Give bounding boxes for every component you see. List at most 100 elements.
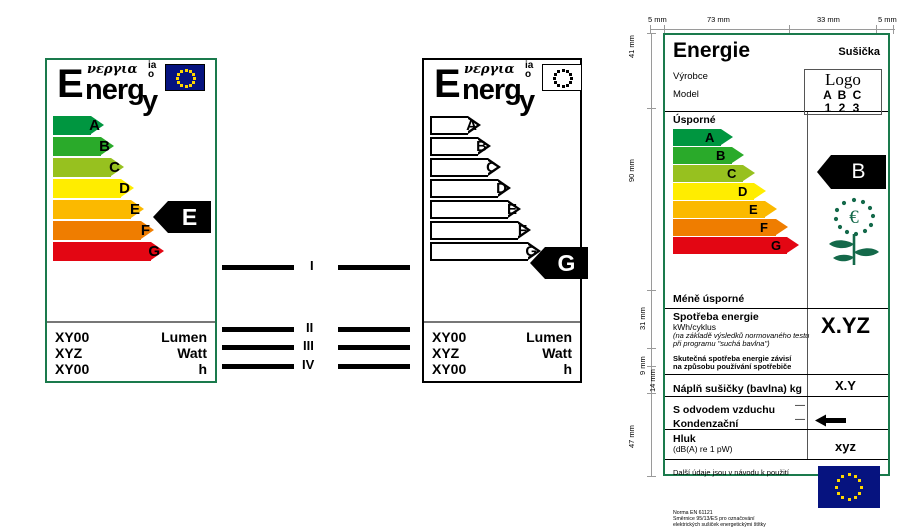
- pointer-notch: [530, 247, 545, 279]
- divider: [665, 111, 888, 112]
- pointer-notch: [817, 155, 831, 189]
- energy-y-letter: y: [519, 85, 535, 117]
- rating-bar-body: [673, 219, 776, 236]
- dryer-energy-label: Energie Sušička Výrobce Model Logo A B C…: [663, 33, 890, 528]
- eu-flag-star: [188, 69, 192, 73]
- pointer-notch: [153, 201, 168, 233]
- model-label: Model: [673, 89, 699, 100]
- energy-ia-superscript: ia o: [148, 60, 157, 80]
- rating-bar-letter: E: [129, 201, 140, 218]
- rating-bar-body: [673, 147, 732, 164]
- row-note: na způsobu používání spotřebiče: [673, 362, 792, 371]
- eu-ecolabel-flower-icon: €: [823, 194, 885, 271]
- rating-bar-letter: D: [496, 180, 507, 197]
- dryer-rating-bar-d: D: [673, 183, 807, 200]
- rating-bar-body: [53, 179, 121, 198]
- rating-bar-letter: E: [506, 201, 517, 218]
- row-label: Spotřeba energie: [673, 311, 759, 323]
- energy-ia-superscript: ia o: [525, 60, 534, 80]
- spec-unit: h: [563, 361, 572, 377]
- row-note: při programu "suchá bavlna"): [673, 339, 770, 348]
- dash-mark: —: [795, 414, 805, 425]
- rating-bar-letter: E: [749, 202, 758, 217]
- rating-bar-tip: [131, 200, 144, 218]
- spec-row: XY00 Lumen: [55, 329, 207, 345]
- pointer-letter: G: [545, 247, 588, 279]
- column-divider: [807, 430, 808, 459]
- rating-bar-body: [673, 165, 743, 182]
- rating-bar-c: C: [430, 158, 504, 177]
- eu-flag-star: [191, 72, 195, 76]
- rating-bar-f: F: [53, 221, 157, 240]
- row-noise: Hluk (dB(A) re 1 pW) xyz: [665, 429, 888, 459]
- rating-bar-letter: C: [486, 159, 497, 176]
- dim-tick: [647, 366, 656, 367]
- rating-bar-tip: [141, 221, 154, 239]
- spec-value: XY00: [55, 361, 90, 377]
- column-divider: [807, 397, 808, 429]
- dim-tick: [647, 33, 656, 34]
- rating-bar-body: [430, 116, 468, 135]
- rating-bar-body: [53, 200, 131, 219]
- pointer-letter: E: [168, 201, 211, 233]
- rating-bar-tip-inner: [508, 203, 517, 215]
- dim-line-left: [651, 33, 652, 476]
- dryer-rating-letter: B: [831, 155, 886, 189]
- rating-bar-body: [53, 137, 101, 156]
- dimension-annotations: 5 mm 73 mm 33 mm 5 mm 41 mm 90 mm 31 mm …: [627, 15, 897, 477]
- dryer-rating-bar-b: B: [673, 147, 807, 164]
- divider: [665, 459, 888, 460]
- eu-flag-star: [853, 474, 857, 478]
- spec-unit: Lumen: [161, 329, 207, 345]
- spec-row: XY00 h: [55, 361, 207, 377]
- rating-bar-letter: G: [771, 238, 782, 253]
- rating-bar-letter: B: [476, 138, 487, 155]
- rating-bar-letter: G: [525, 243, 537, 260]
- spec-unit: Watt: [542, 345, 572, 361]
- rating-bar-tip: [732, 147, 744, 163]
- rating-bar-letter: A: [89, 117, 100, 134]
- eu-flag-star: [177, 72, 181, 76]
- eu-flag-icon: [542, 64, 582, 91]
- dim-tick: [647, 393, 656, 394]
- dim-tick: [650, 25, 651, 34]
- column-divider: [807, 309, 808, 374]
- eu-flag-star: [177, 81, 181, 85]
- energy-word-rest: nerg: [462, 74, 522, 106]
- logo-word: Logo: [825, 70, 861, 89]
- rating-bar-letter: D: [738, 184, 748, 199]
- dash-mark: —: [795, 400, 805, 411]
- label-header-mono: E νεργια nerg y ia o: [424, 60, 582, 116]
- rating-bar-body: [53, 242, 151, 261]
- eu-flag-star: [841, 496, 845, 500]
- row-label: Náplň sušičky (bavlna) kg: [673, 383, 802, 395]
- ecolabel-svg: €: [829, 197, 879, 265]
- eu-flag-star: [568, 72, 572, 76]
- rating-bar-letter: B: [716, 148, 726, 163]
- rating-bar-e: E: [53, 200, 147, 219]
- spec-unit: Lumen: [526, 329, 572, 345]
- dim-tick: [647, 476, 656, 477]
- footnote-block: Norma EN 61121 Směrnice 95/13/ES pro ozn…: [673, 510, 766, 528]
- eu-flag-star: [841, 474, 845, 478]
- dryer-title: Energie: [673, 39, 751, 62]
- rating-bar-tip: [765, 201, 777, 217]
- dryer-rating-bar-g: G: [673, 237, 807, 254]
- rating-bar-tip: [121, 179, 134, 197]
- rating-bar-letter: C: [109, 159, 120, 176]
- rating-bar-letter: A: [466, 117, 477, 134]
- rating-bar-letter: F: [517, 222, 527, 239]
- dim-line-top: [650, 29, 895, 30]
- energy-greek-superscript: νεργια: [87, 62, 138, 77]
- dim-tick: [647, 108, 656, 109]
- spec-row: XY00 h: [432, 361, 572, 377]
- spec-value: XY00: [432, 329, 467, 345]
- rating-bar-b: B: [53, 137, 117, 156]
- row-load-capacity: Náplň sušičky (bavlna) kg X.Y: [665, 374, 888, 396]
- eu-flag-star: [180, 69, 184, 73]
- spec-row: XY00 Lumen: [432, 329, 572, 345]
